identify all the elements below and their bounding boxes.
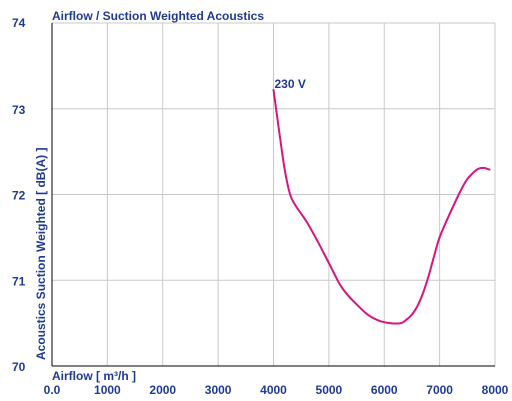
y-tick-label: 72	[12, 189, 26, 203]
chart-title: Airflow / Suction Weighted Acoustics	[52, 9, 264, 23]
x-axis-label: Airflow [ m³/h ]	[52, 369, 136, 383]
x-tick-label: 0.0	[44, 383, 61, 397]
grid	[51, 22, 496, 367]
series-line	[272, 88, 491, 325]
x-tick-label: 8000	[482, 383, 509, 397]
y-tick-label: 73	[12, 103, 26, 117]
series-annotation: 230 V	[275, 77, 306, 91]
y-axis-label: Acoustics Suction Weighted [ dB(A) ]	[34, 148, 48, 360]
series-layer: 230 V	[272, 77, 491, 325]
axes: 0.0 1000 2000 3000 4000 5000 6000 7000 8000 70 71 7…	[12, 16, 509, 397]
y-tick-label: 74	[12, 16, 26, 30]
x-tick-label: 5000	[316, 383, 343, 397]
y-tick-label: 70	[12, 360, 26, 374]
x-tick-label: 7000	[426, 383, 453, 397]
x-tick-label: 3000	[205, 383, 232, 397]
x-tick-label: 2000	[149, 383, 176, 397]
labels: Airflow / Suction Weighted Acoustics Air…	[34, 9, 264, 383]
y-tick-label: 71	[12, 274, 26, 288]
x-tick-label: 1000	[94, 383, 121, 397]
x-tick-label: 6000	[371, 383, 398, 397]
x-tick-label: 4000	[260, 383, 287, 397]
